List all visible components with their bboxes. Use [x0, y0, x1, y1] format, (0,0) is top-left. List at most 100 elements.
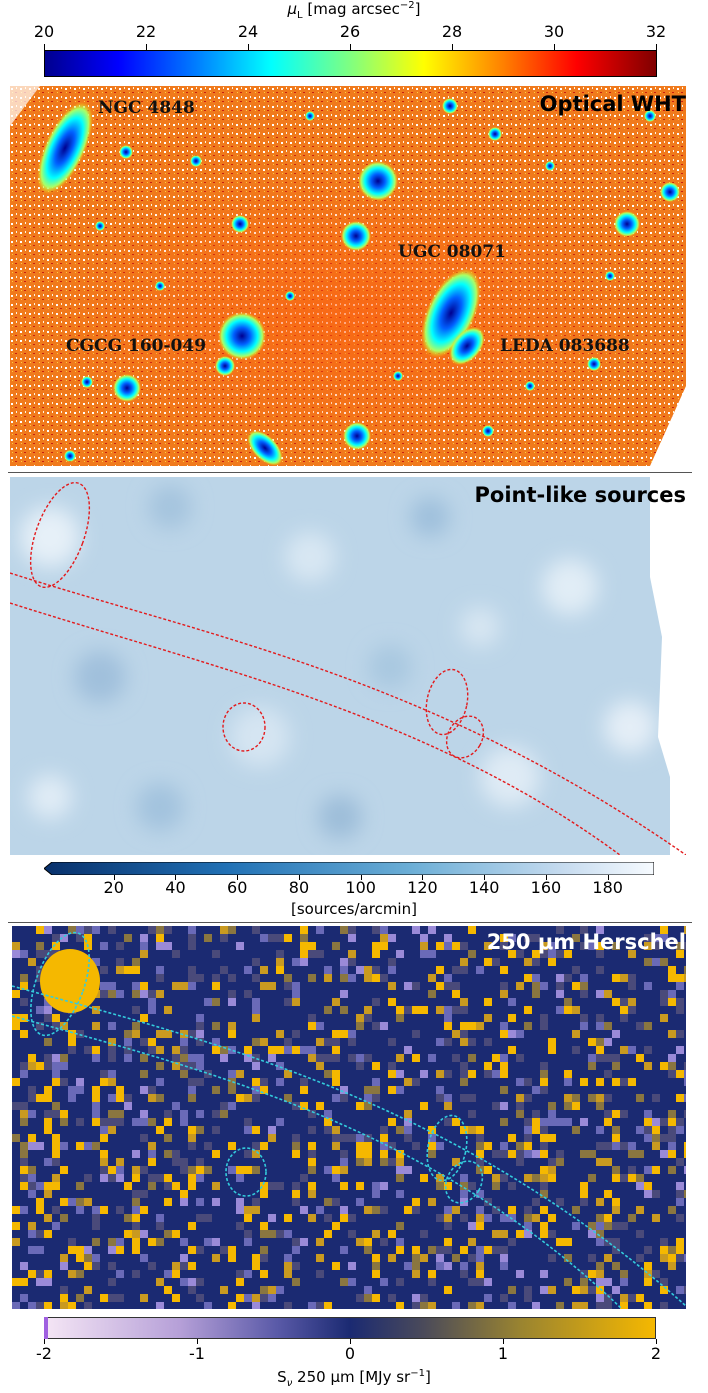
herschel-pixel — [412, 982, 420, 990]
herschel-pixel — [156, 1030, 164, 1038]
herschel-pixel — [484, 1166, 492, 1174]
herschel-pixel — [492, 1206, 500, 1214]
herschel-pixel — [484, 1278, 492, 1286]
herschel-pixel — [596, 1238, 604, 1246]
herschel-pixel — [540, 1022, 548, 1030]
herschel-pixel — [212, 1086, 220, 1094]
herschel-pixel — [76, 1254, 84, 1262]
label-ngc-4848: NGC 4848 — [98, 98, 195, 118]
herschel-pixel — [156, 926, 164, 934]
herschel-pixel — [460, 1022, 468, 1030]
herschel-pixel — [348, 950, 356, 958]
herschel-pixel — [260, 1142, 268, 1150]
herschel-pixel — [300, 1206, 308, 1214]
herschel-pixel — [196, 1246, 204, 1254]
herschel-pixel — [276, 1030, 284, 1038]
herschel-pixel — [660, 1134, 668, 1142]
herschel-pixel — [540, 1286, 548, 1294]
herschel-pixel — [364, 1102, 372, 1110]
herschel-pixel — [676, 1190, 684, 1198]
colorbar-tick-label: 24 — [237, 22, 259, 41]
herschel-pixel — [140, 1110, 148, 1118]
herschel-pixel — [60, 1214, 68, 1222]
herschel-image — [12, 926, 686, 1309]
herschel-pixel — [92, 1206, 100, 1214]
bottom-colorbar-marker — [44, 1317, 48, 1339]
herschel-pixel — [652, 934, 660, 942]
herschel-pixel — [636, 1182, 644, 1190]
herschel-pixel — [156, 942, 164, 950]
herschel-pixel — [228, 1102, 236, 1110]
herschel-pixel — [668, 1206, 676, 1214]
unit-close: ] — [424, 1368, 431, 1386]
herschel-pixel — [612, 1198, 620, 1206]
herschel-pixel — [460, 1126, 468, 1134]
herschel-pixel — [340, 1166, 348, 1174]
herschel-pixel — [612, 1134, 620, 1142]
herschel-pixel — [404, 1006, 412, 1014]
herschel-pixel — [260, 1038, 268, 1046]
herschel-pixel — [676, 1126, 684, 1134]
herschel-pixel — [364, 1150, 372, 1158]
herschel-pixel — [68, 1302, 76, 1309]
herschel-pixel — [356, 1198, 364, 1206]
herschel-pixel — [316, 1254, 324, 1262]
herschel-pixel — [292, 1246, 300, 1254]
herschel-pixel — [524, 1206, 532, 1214]
herschel-pixel — [52, 1014, 60, 1022]
herschel-pixel — [564, 974, 572, 982]
colorbar-tick-label: 0 — [344, 1344, 356, 1363]
herschel-pixel — [452, 1302, 460, 1309]
herschel-pixel — [508, 1286, 516, 1294]
herschel-pixel — [52, 942, 60, 950]
herschel-pixel — [572, 1030, 580, 1038]
herschel-pixel — [244, 1238, 252, 1246]
herschel-pixel — [684, 1078, 686, 1086]
herschel-pixel — [116, 1110, 124, 1118]
herschel-pixel — [596, 1054, 604, 1062]
herschel-pixel — [588, 1094, 596, 1102]
herschel-pixel — [340, 1158, 348, 1166]
herschel-pixel — [556, 1198, 564, 1206]
colorbar-tick-mark — [554, 44, 555, 50]
colorbar-tick-mark — [44, 44, 45, 50]
herschel-pixel — [268, 1286, 276, 1294]
herschel-pixel — [476, 966, 484, 974]
herschel-pixel — [684, 974, 686, 982]
herschel-pixel — [396, 1222, 404, 1230]
herschel-pixel — [92, 1006, 100, 1014]
herschel-pixel — [460, 1214, 468, 1222]
herschel-pixel — [460, 1174, 468, 1182]
herschel-pixel — [196, 1110, 204, 1118]
herschel-pixel — [420, 1302, 428, 1309]
herschel-pixel — [36, 926, 44, 934]
herschel-pixel — [188, 1094, 196, 1102]
herschel-pixel — [644, 1182, 652, 1190]
herschel-pixel — [500, 1150, 508, 1158]
herschel-pixel — [460, 942, 468, 950]
herschel-pixel — [20, 1070, 28, 1078]
herschel-pixel — [636, 1126, 644, 1134]
herschel-pixel — [244, 1294, 252, 1302]
colorbar-tick-label: 80 — [288, 878, 310, 897]
herschel-pixel — [612, 998, 620, 1006]
herschel-pixel — [652, 1094, 660, 1102]
herschel-pixel — [44, 1126, 52, 1134]
herschel-pixel — [276, 1230, 284, 1238]
herschel-pixel — [348, 1230, 356, 1238]
herschel-pixel — [92, 1222, 100, 1230]
herschel-pixel — [132, 1198, 140, 1206]
herschel-pixel — [476, 1134, 484, 1142]
herschel-pixel — [76, 934, 84, 942]
herschel-pixel — [484, 1198, 492, 1206]
herschel-pixel — [116, 1166, 124, 1174]
herschel-pixel — [124, 1230, 132, 1238]
herschel-pixel — [12, 950, 20, 958]
herschel-pixel — [628, 1214, 636, 1222]
herschel-pixel — [660, 1150, 668, 1158]
herschel-pixel — [100, 1070, 108, 1078]
herschel-pixel — [668, 1262, 676, 1270]
herschel-pixel — [308, 1150, 316, 1158]
herschel-pixel — [436, 1214, 444, 1222]
herschel-pixel — [52, 1070, 60, 1078]
